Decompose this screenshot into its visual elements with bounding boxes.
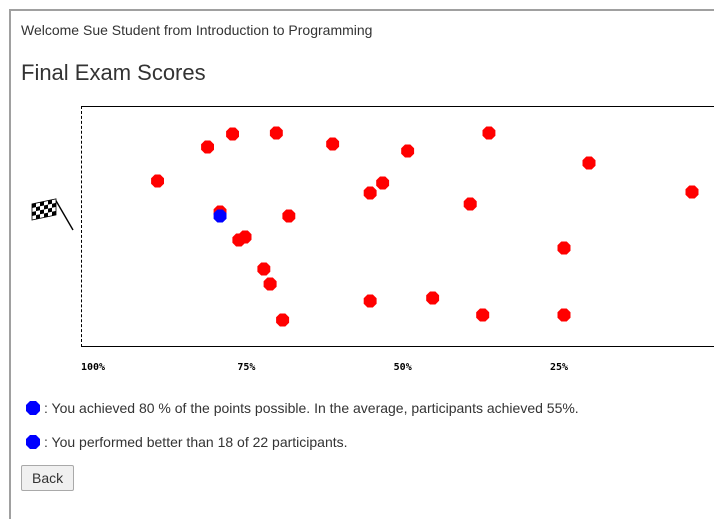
- participant-score-point: [238, 230, 252, 244]
- participant-score-point: [482, 126, 496, 140]
- participant-score-point: [269, 126, 283, 140]
- participant-score-point: [201, 140, 214, 154]
- participant-score-point: [276, 313, 290, 327]
- blue-dot-icon: [26, 435, 40, 449]
- own-score-point: [213, 209, 227, 223]
- legend-achievement-text: : You achieved 80 % of the points possib…: [44, 400, 579, 416]
- participant-score-point: [326, 137, 340, 151]
- participant-score-point: [151, 174, 164, 188]
- participant-score-point: [476, 308, 490, 322]
- participant-score-point: [282, 209, 296, 223]
- checkered-flag-icon: [31, 198, 74, 231]
- back-button[interactable]: Back: [21, 465, 75, 491]
- participant-score-point: [557, 308, 571, 322]
- page-title: Final Exam Scores: [21, 60, 206, 85]
- participant-score-point: [401, 144, 415, 158]
- participant-score-point: [426, 291, 440, 305]
- x-tick-label: 25%: [550, 362, 569, 373]
- participant-score-point: [685, 185, 699, 199]
- legend-achievement: : You achieved 80 % of the points possib…: [26, 400, 579, 416]
- participant-score-point: [376, 176, 390, 190]
- legend-rank-text: : You performed better than 18 of 22 par…: [44, 434, 348, 450]
- blue-dot-icon: [26, 401, 40, 415]
- participant-score-point: [226, 127, 239, 141]
- content-frame: [9, 9, 714, 519]
- participant-score-point: [363, 186, 377, 200]
- welcome-message: Welcome Sue Student from Introduction to…: [21, 22, 373, 38]
- participant-score-point: [463, 197, 477, 211]
- participant-score-point: [582, 156, 596, 170]
- x-tick-label: 100%: [81, 362, 106, 373]
- participant-score-point: [257, 262, 271, 276]
- legend-rank: : You performed better than 18 of 22 par…: [26, 434, 348, 450]
- x-tick-label: 75%: [237, 362, 256, 373]
- x-tick-label: 50%: [393, 362, 412, 373]
- scores-plot-area: [81, 106, 714, 347]
- participant-score-point: [363, 294, 377, 308]
- participant-score-point: [263, 277, 277, 291]
- participant-score-point: [557, 241, 571, 255]
